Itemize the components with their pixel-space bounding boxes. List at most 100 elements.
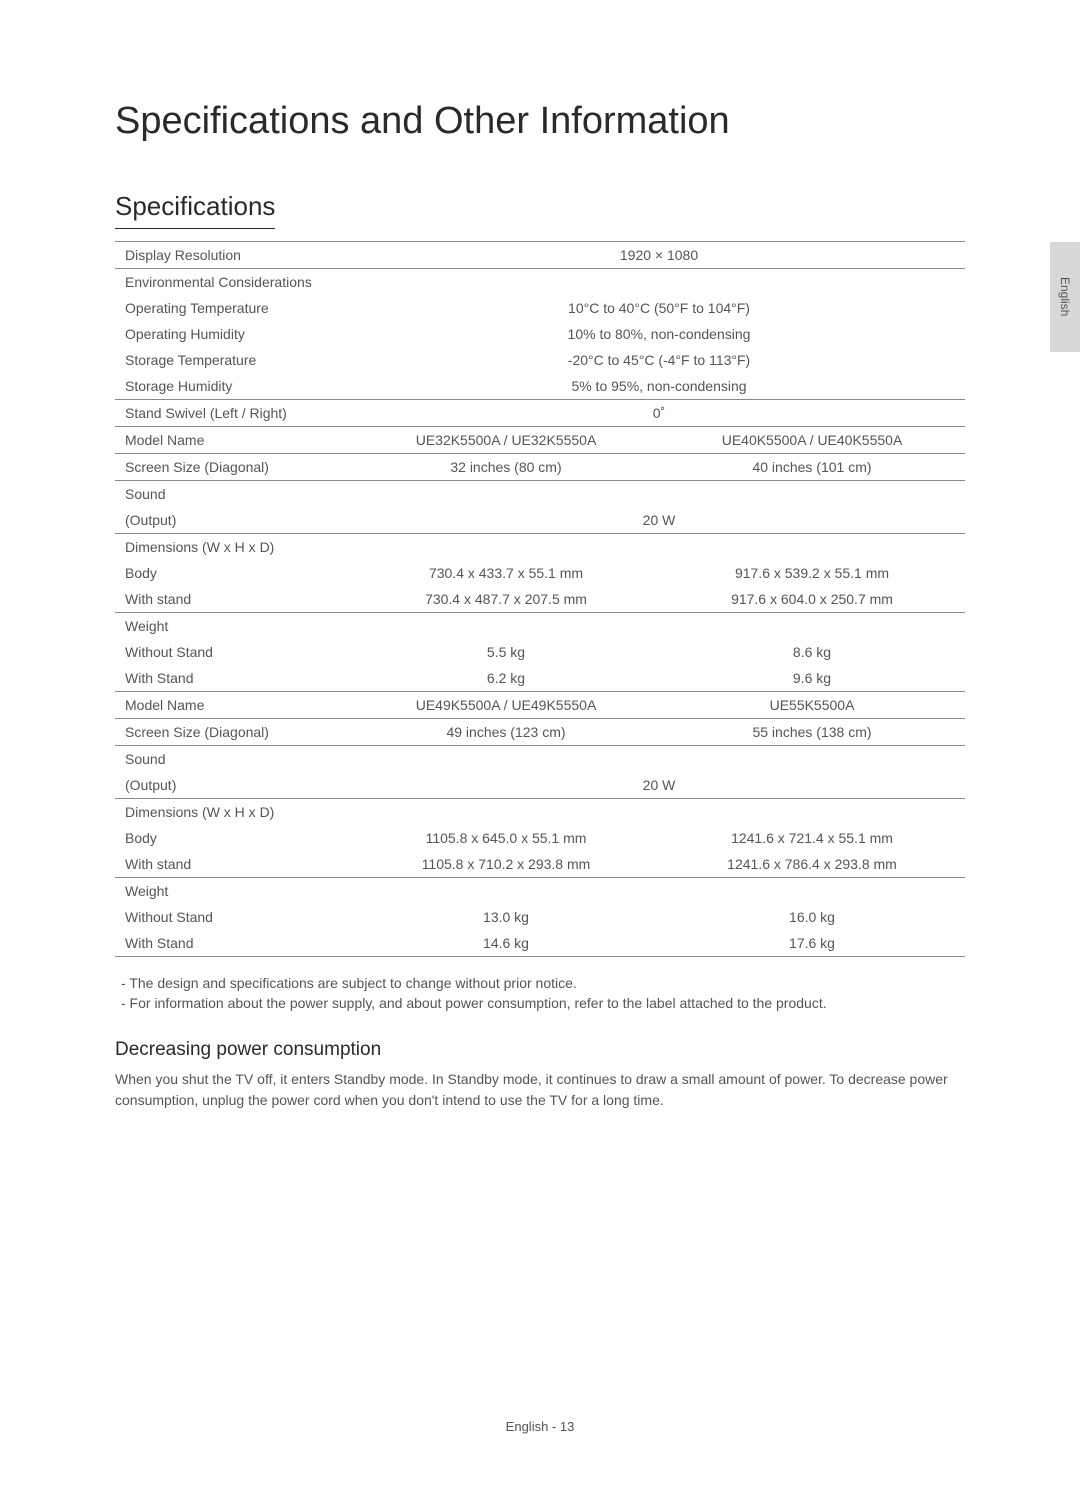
spec-label: Storage Humidity	[115, 373, 353, 400]
spec-value: 16.0 kg	[659, 904, 965, 930]
table-row: Operating Temperature 10°C to 40°C (50°F…	[115, 295, 965, 321]
spec-value: UE49K5500A / UE49K5550A	[353, 692, 659, 719]
spec-value: 9.6 kg	[659, 665, 965, 692]
spec-value: 17.6 kg	[659, 930, 965, 957]
spec-label: Body	[115, 560, 353, 586]
spec-value: 917.6 x 539.2 x 55.1 mm	[659, 560, 965, 586]
spec-value: 14.6 kg	[353, 930, 659, 957]
spec-value: 917.6 x 604.0 x 250.7 mm	[659, 586, 965, 613]
table-row: Weight	[115, 613, 965, 640]
spec-value	[353, 269, 965, 296]
spec-value	[353, 878, 659, 905]
spec-label: (Output)	[115, 507, 353, 534]
spec-value	[659, 878, 965, 905]
spec-value: 5% to 95%, non-condensing	[353, 373, 965, 400]
spec-label: Model Name	[115, 427, 353, 454]
table-row: Sound	[115, 481, 965, 508]
spec-label: Weight	[115, 613, 353, 640]
table-row: Without Stand 5.5 kg 8.6 kg	[115, 639, 965, 665]
spec-value	[659, 613, 965, 640]
spec-value: UE40K5500A / UE40K5550A	[659, 427, 965, 454]
table-row: Storage Temperature -20°C to 45°C (-4°F …	[115, 347, 965, 373]
spec-value: UE32K5500A / UE32K5550A	[353, 427, 659, 454]
table-row: Dimensions (W x H x D)	[115, 534, 965, 561]
language-tab-label: English	[1058, 277, 1072, 316]
spec-value	[659, 799, 965, 826]
table-row: Display Resolution 1920 × 1080	[115, 242, 965, 269]
spec-value: 1105.8 x 710.2 x 293.8 mm	[353, 851, 659, 878]
spec-value	[353, 799, 659, 826]
page-content: Specifications and Other Information Spe…	[0, 0, 1080, 1111]
page-footer: English - 13	[0, 1419, 1080, 1434]
spec-value: 10% to 80%, non-condensing	[353, 321, 965, 347]
spec-label: (Output)	[115, 772, 353, 799]
spec-value: UE55K5500A	[659, 692, 965, 719]
table-row: (Output) 20 W	[115, 507, 965, 534]
table-row: Environmental Considerations	[115, 269, 965, 296]
spec-value: 6.2 kg	[353, 665, 659, 692]
note-text: - The design and specifications are subj…	[115, 975, 965, 991]
spec-label: Body	[115, 825, 353, 851]
spec-value	[353, 613, 659, 640]
spec-label: With Stand	[115, 665, 353, 692]
table-row: Stand Swivel (Left / Right) 0˚	[115, 400, 965, 427]
spec-label: Operating Temperature	[115, 295, 353, 321]
language-tab: English	[1050, 242, 1080, 352]
spec-value	[353, 481, 659, 508]
table-row: With Stand 6.2 kg 9.6 kg	[115, 665, 965, 692]
spec-value: 1105.8 x 645.0 x 55.1 mm	[353, 825, 659, 851]
spec-value: 1241.6 x 721.4 x 55.1 mm	[659, 825, 965, 851]
spec-label: Dimensions (W x H x D)	[115, 799, 353, 826]
spec-value: 32 inches (80 cm)	[353, 454, 659, 481]
spec-label: Sound	[115, 481, 353, 508]
spec-value: -20°C to 45°C (-4°F to 113°F)	[353, 347, 965, 373]
spec-label: Without Stand	[115, 639, 353, 665]
spec-label: Stand Swivel (Left / Right)	[115, 400, 353, 427]
subsection-text: When you shut the TV off, it enters Stan…	[115, 1069, 965, 1111]
spec-label: Storage Temperature	[115, 347, 353, 373]
main-title: Specifications and Other Information	[115, 100, 965, 143]
table-row: Model Name UE49K5500A / UE49K5550A UE55K…	[115, 692, 965, 719]
spec-value	[659, 534, 965, 561]
spec-value: 20 W	[353, 507, 965, 534]
spec-label: Screen Size (Diagonal)	[115, 719, 353, 746]
spec-value	[353, 746, 659, 773]
table-row: Screen Size (Diagonal) 32 inches (80 cm)…	[115, 454, 965, 481]
table-row: Without Stand 13.0 kg 16.0 kg	[115, 904, 965, 930]
section-title: Specifications	[115, 191, 275, 229]
spec-value: 55 inches (138 cm)	[659, 719, 965, 746]
spec-value: 20 W	[353, 772, 965, 799]
spec-value: 8.6 kg	[659, 639, 965, 665]
table-row: Screen Size (Diagonal) 49 inches (123 cm…	[115, 719, 965, 746]
table-row: Storage Humidity 5% to 95%, non-condensi…	[115, 373, 965, 400]
spec-value: 1241.6 x 786.4 x 293.8 mm	[659, 851, 965, 878]
spec-value: 1920 × 1080	[353, 242, 965, 269]
spec-label: Screen Size (Diagonal)	[115, 454, 353, 481]
spec-value: 5.5 kg	[353, 639, 659, 665]
spec-label: Environmental Considerations	[115, 269, 353, 296]
spec-value: 13.0 kg	[353, 904, 659, 930]
table-row: Weight	[115, 878, 965, 905]
table-row: With stand 730.4 x 487.7 x 207.5 mm 917.…	[115, 586, 965, 613]
spec-value: 730.4 x 433.7 x 55.1 mm	[353, 560, 659, 586]
specifications-table: Display Resolution 1920 × 1080 Environme…	[115, 241, 965, 957]
spec-label: Sound	[115, 746, 353, 773]
spec-value: 0˚	[353, 400, 965, 427]
spec-value	[659, 746, 965, 773]
spec-label: Weight	[115, 878, 353, 905]
notes-section: - The design and specifications are subj…	[115, 975, 965, 1011]
table-row: With Stand 14.6 kg 17.6 kg	[115, 930, 965, 957]
spec-value: 730.4 x 487.7 x 207.5 mm	[353, 586, 659, 613]
table-row: Dimensions (W x H x D)	[115, 799, 965, 826]
spec-label: Without Stand	[115, 904, 353, 930]
table-row: Model Name UE32K5500A / UE32K5550A UE40K…	[115, 427, 965, 454]
subsection-title: Decreasing power consumption	[115, 1039, 965, 1061]
table-row: Operating Humidity 10% to 80%, non-conde…	[115, 321, 965, 347]
spec-label: Model Name	[115, 692, 353, 719]
spec-label: With stand	[115, 586, 353, 613]
spec-label: Dimensions (W x H x D)	[115, 534, 353, 561]
note-text: - For information about the power supply…	[115, 995, 965, 1011]
spec-label: Operating Humidity	[115, 321, 353, 347]
table-row: Body 1105.8 x 645.0 x 55.1 mm 1241.6 x 7…	[115, 825, 965, 851]
table-row: Sound	[115, 746, 965, 773]
